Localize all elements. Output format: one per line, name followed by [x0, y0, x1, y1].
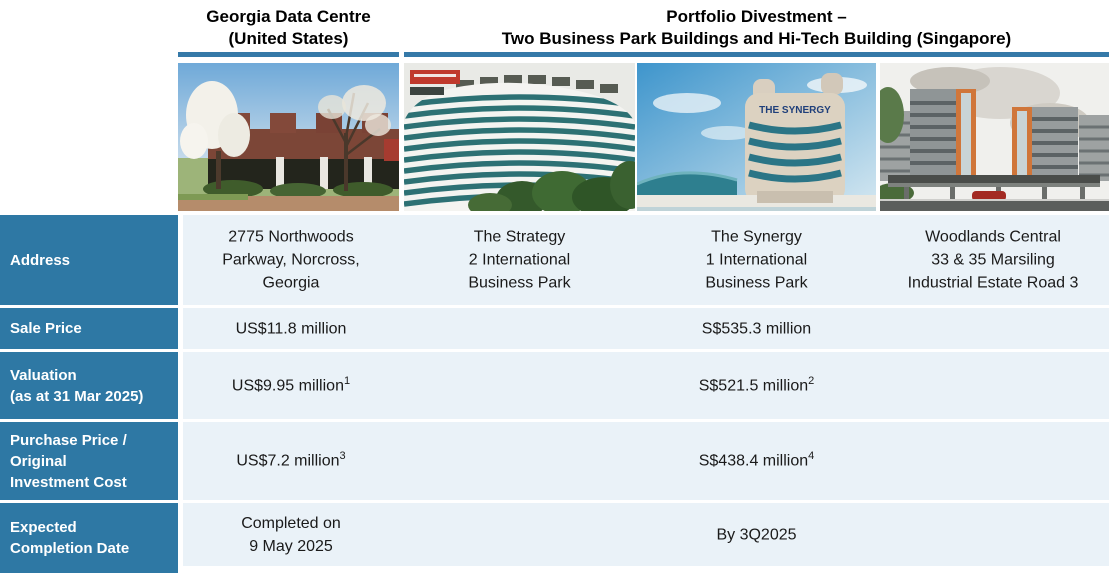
header-georgia-line2: (United States)	[228, 29, 349, 48]
purchase-price-singapore: S$438.4 million4	[698, 450, 815, 470]
header-portfolio-line2: Two Business Park Buildings and Hi-Tech …	[501, 29, 1012, 48]
header-underline-georgia	[178, 52, 399, 57]
valuation-georgia: US$9.95 million1	[231, 374, 351, 394]
row-label-address: Address	[0, 215, 178, 305]
valuation-singapore: S$521.5 million2	[698, 374, 815, 394]
address-strategy: The Strategy 2 International Business Pa…	[468, 228, 571, 292]
footnote-marker-2: 2	[808, 374, 815, 387]
footnote-marker-4: 4	[808, 450, 815, 463]
sale-price-georgia: US$11.8 million	[235, 320, 347, 337]
photo-georgia-data-centre	[178, 63, 399, 211]
column-group-header-portfolio: Portfolio Divestment – Two Business Park…	[404, 2, 1109, 50]
row-label-sale-price: Sale Price	[0, 308, 178, 349]
header-georgia-line1: Georgia Data Centre	[206, 7, 371, 26]
address-label-text: Address	[10, 251, 71, 269]
row-label-completion-date: Expected Completion Date	[0, 503, 178, 573]
sale-price-label-text: Sale Price	[10, 320, 82, 337]
photo-the-synergy: THE SYNERGY	[637, 63, 876, 211]
column-group-header-georgia: Georgia Data Centre (United States)	[178, 6, 399, 50]
completion-singapore: By 3Q2025	[716, 526, 797, 543]
row-band-completion-date: Completed on 9 May 2025 By 3Q2025	[183, 503, 1109, 566]
footnote-marker-1: 1	[343, 374, 351, 387]
sale-price-singapore: S$535.3 million	[701, 320, 812, 337]
row-band-sale-price: US$11.8 million S$535.3 million	[183, 308, 1109, 349]
photo-woodlands-central	[880, 63, 1109, 211]
address-woodlands: Woodlands Central 33 & 35 Marsiling Indu…	[907, 228, 1079, 292]
header-underline-portfolio	[404, 52, 1109, 57]
purchase-price-georgia: US$7.2 million3	[236, 450, 346, 470]
completion-georgia: Completed on 9 May 2025	[241, 514, 341, 555]
row-label-purchase-price: Purchase Price / Original Investment Cos…	[0, 422, 178, 500]
row-label-valuation: Valuation (as at 31 Mar 2025)	[0, 352, 178, 419]
header-portfolio-line1: Portfolio Divestment –	[666, 7, 847, 26]
row-band-address: 2775 Northwoods Parkway, Norcross, Georg…	[183, 215, 1109, 305]
address-georgia: 2775 Northwoods Parkway, Norcross, Georg…	[222, 228, 360, 292]
photo-the-strategy	[404, 63, 635, 211]
row-band-valuation: US$9.95 million1 S$521.5 million2	[183, 352, 1109, 419]
synergy-rooftop-sign: THE SYNERGY	[759, 105, 831, 116]
address-synergy: The Synergy 1 International Business Par…	[705, 228, 808, 292]
row-band-purchase-price: US$7.2 million3 S$438.4 million4	[183, 422, 1109, 500]
footnote-marker-3: 3	[339, 450, 346, 463]
